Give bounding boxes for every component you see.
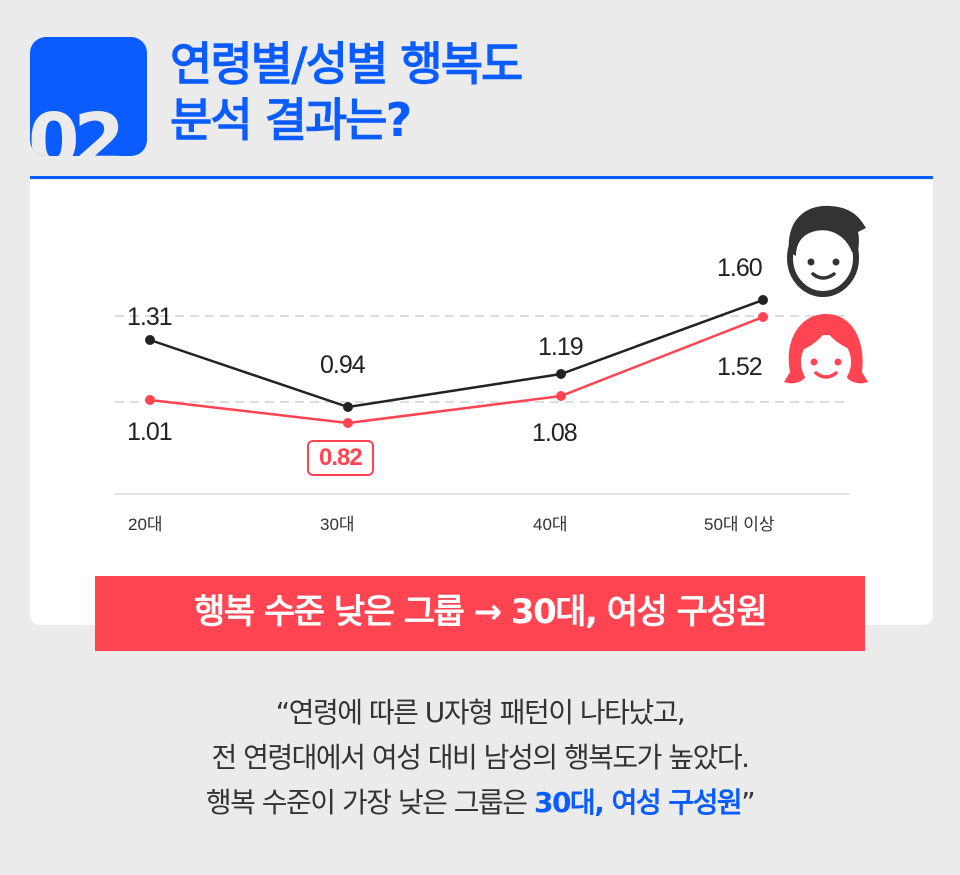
value-label-male-20s: 1.31 xyxy=(127,303,173,331)
title-divider xyxy=(30,176,933,179)
value-label-male-30s: 0.94 xyxy=(320,351,366,379)
title-line-2: 분석 결과는? xyxy=(170,93,412,147)
page-title: 연령별/성별 행복도 분석 결과는? xyxy=(170,36,523,148)
male-face-icon xyxy=(787,205,866,297)
quote-highlight: 30대, 여성 구성원 xyxy=(533,786,743,819)
key-finding-banner: 행복 수준 낮은 그룹 → 30대, 여성 구성원 xyxy=(95,576,865,651)
quote-line-3: 행복 수준이 가장 낮은 그룹은 30대, 여성 구성원” xyxy=(0,780,960,825)
data-point xyxy=(145,335,155,345)
line-chart xyxy=(115,205,868,495)
series-female-line xyxy=(149,315,764,425)
value-label-female-50s: 1.52 xyxy=(717,353,763,381)
x-tick-30s: 30대 xyxy=(320,515,355,534)
data-point xyxy=(145,395,155,405)
quote-line-2: 전 연령대에서 여성 대비 남성의 행복도가 높았다. xyxy=(211,741,750,774)
data-point xyxy=(556,391,566,401)
title-line-1: 연령별/성별 행복도 xyxy=(170,37,523,91)
series-male-line xyxy=(149,298,764,409)
data-point xyxy=(556,369,566,379)
data-point xyxy=(343,402,353,412)
quote-line-3-prefix: 행복 수준이 가장 낮은 그룹은 xyxy=(205,786,534,819)
x-tick-50s-plus: 50대 이상 xyxy=(704,515,775,534)
value-label-female-20s: 1.01 xyxy=(127,418,173,446)
data-point xyxy=(758,312,768,322)
value-label-male-50s: 1.60 xyxy=(717,254,763,282)
quote-line-1: “연령에 따른 U자형 패턴이 나타났고, xyxy=(275,696,686,729)
x-tick-20s: 20대 xyxy=(128,515,163,534)
value-label-male-40s: 1.19 xyxy=(538,333,584,361)
data-point xyxy=(343,418,353,428)
section-number-badge: 02 xyxy=(30,37,147,156)
value-label-female-40s: 1.08 xyxy=(532,419,578,447)
summary-quote: “연령에 따른 U자형 패턴이 나타났고, 전 연령대에서 여성 대비 남성의 … xyxy=(0,690,960,825)
quote-close: ” xyxy=(741,786,756,819)
data-point xyxy=(758,295,768,305)
value-label-female-30s-highlight: 0.82 xyxy=(307,440,374,476)
female-face-icon xyxy=(784,314,868,389)
x-tick-40s: 40대 xyxy=(533,515,568,534)
section-number: 02 xyxy=(30,98,125,156)
